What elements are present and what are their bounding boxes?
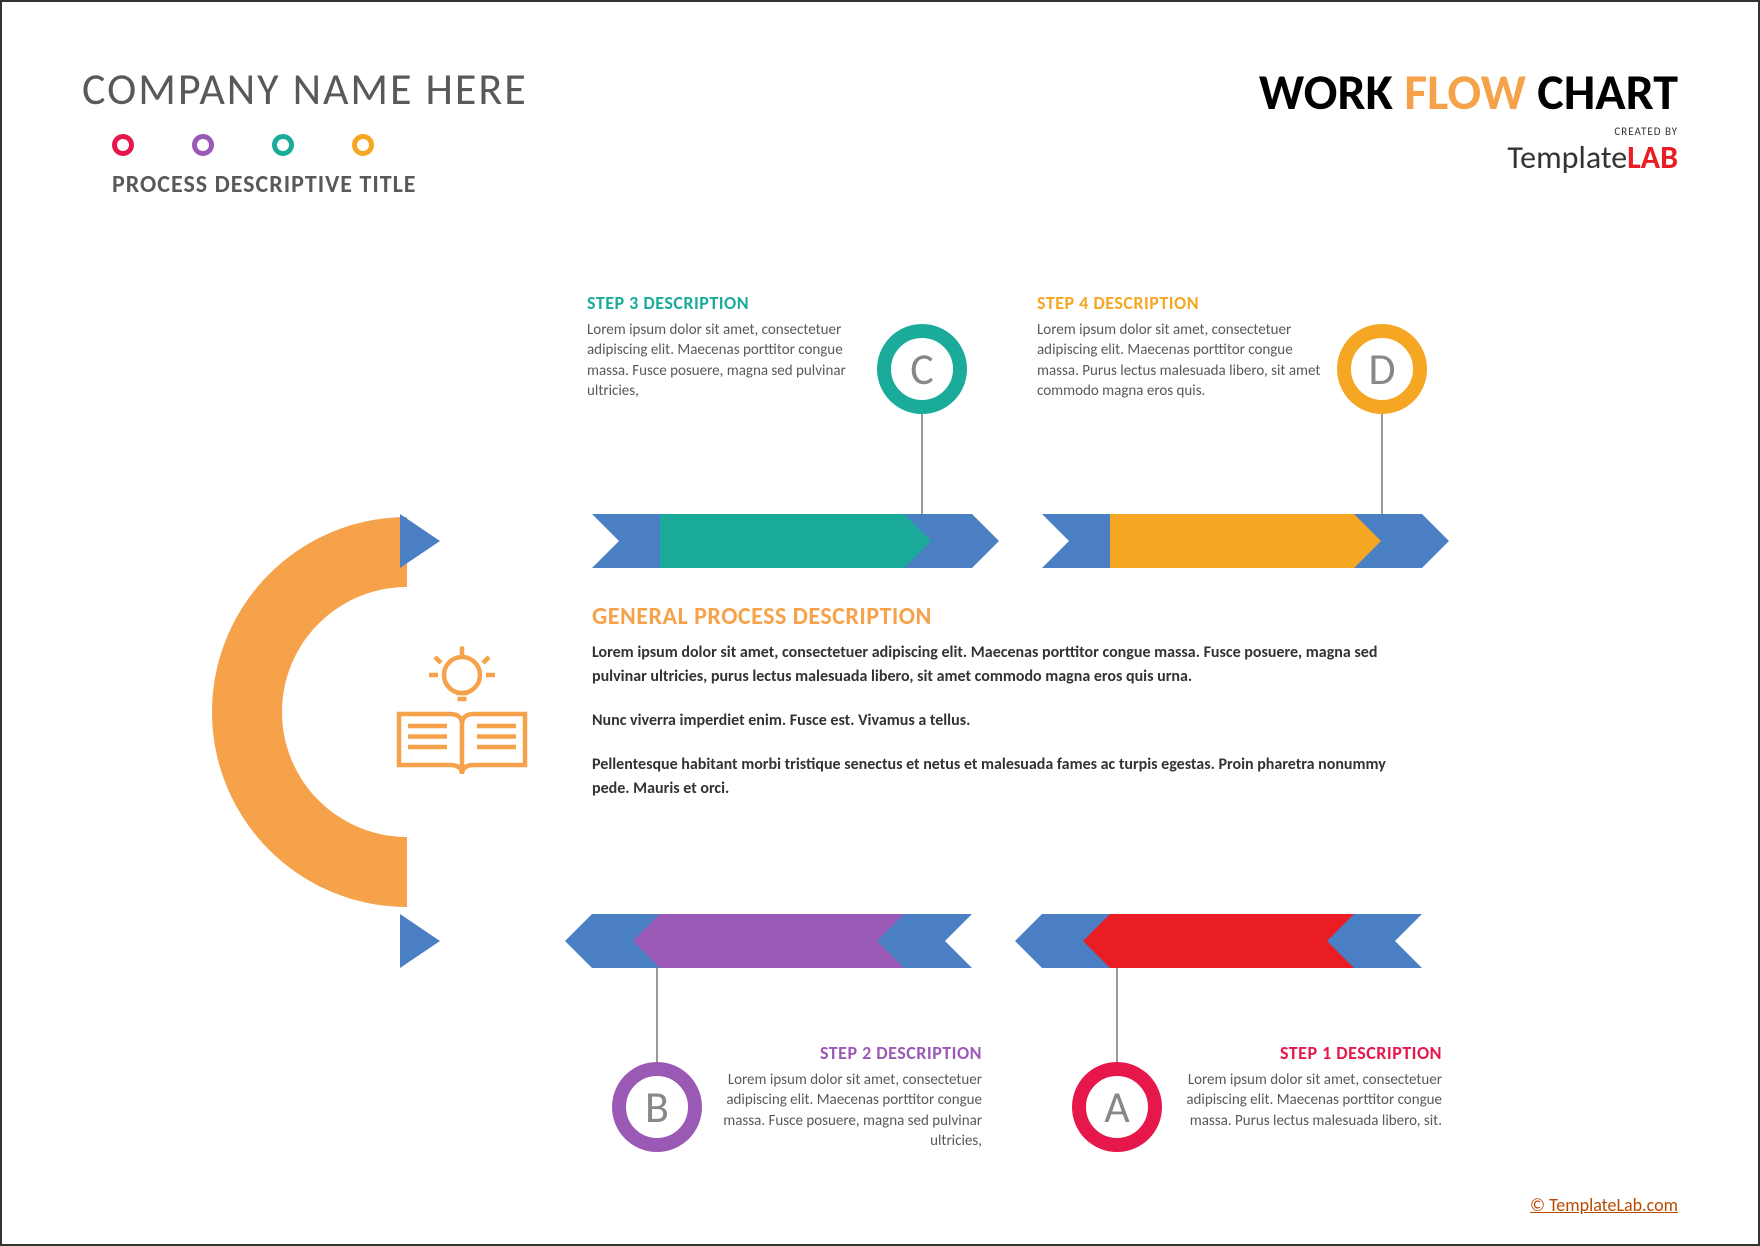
step3-title: STEP 3 DESCRIPTION — [587, 292, 887, 314]
step2-title: STEP 2 DESCRIPTION — [702, 1042, 982, 1064]
center-p2: Nunc viverra imperdiet enim. Fusce est. … — [592, 709, 1412, 733]
connector-line — [1381, 414, 1383, 514]
connector-line — [1116, 968, 1118, 1062]
step2-body: Lorem ipsum dolor sit amet, consectetuer… — [702, 1070, 982, 1151]
step4-title: STEP 4 DESCRIPTION — [1037, 292, 1337, 314]
step1-title: STEP 1 DESCRIPTION — [1162, 1042, 1442, 1064]
step1-body: Lorem ipsum dolor sit amet, consectetuer… — [1162, 1070, 1442, 1131]
page: COMPANY NAME HERE PROCESS DESCRIPTIVE TI… — [0, 0, 1760, 1246]
center-description: GENERAL PROCESS DESCRIPTION Lorem ipsum … — [592, 602, 1412, 821]
center-p1: Lorem ipsum dolor sit amet, consectetuer… — [592, 641, 1412, 689]
badge-b-icon: B — [612, 1062, 702, 1152]
book-lightbulb-icon — [387, 642, 537, 792]
flow-diagram: STEP 3 DESCRIPTION Lorem ipsum dolor sit… — [2, 2, 1758, 1244]
flow-bar-step4 — [1042, 514, 1422, 568]
flow-bar-step2 — [592, 914, 972, 968]
step1-block: STEP 1 DESCRIPTION Lorem ipsum dolor sit… — [1162, 1042, 1442, 1131]
arc-cap-top-icon — [400, 514, 440, 568]
flow-bar-step1 — [1042, 914, 1422, 968]
step4-block: STEP 4 DESCRIPTION Lorem ipsum dolor sit… — [1037, 292, 1337, 401]
arc-cap-bottom-icon — [400, 914, 440, 968]
footer-link[interactable]: © TemplateLab.com — [1530, 1194, 1678, 1216]
center-body: Lorem ipsum dolor sit amet, consectetuer… — [592, 641, 1412, 801]
badge-c-icon: C — [877, 324, 967, 414]
center-title: GENERAL PROCESS DESCRIPTION — [592, 602, 1412, 631]
flow-bar-step3 — [592, 514, 972, 568]
connector-line — [921, 414, 923, 514]
step4-body: Lorem ipsum dolor sit amet, consectetuer… — [1037, 320, 1337, 401]
step3-block: STEP 3 DESCRIPTION Lorem ipsum dolor sit… — [587, 292, 887, 401]
connector-line — [656, 968, 658, 1062]
badge-a-icon: A — [1072, 1062, 1162, 1152]
badge-d-icon: D — [1337, 324, 1427, 414]
step3-body: Lorem ipsum dolor sit amet, consectetuer… — [587, 320, 887, 401]
step2-block: STEP 2 DESCRIPTION Lorem ipsum dolor sit… — [702, 1042, 982, 1151]
center-p3: Pellentesque habitant morbi tristique se… — [592, 753, 1412, 801]
